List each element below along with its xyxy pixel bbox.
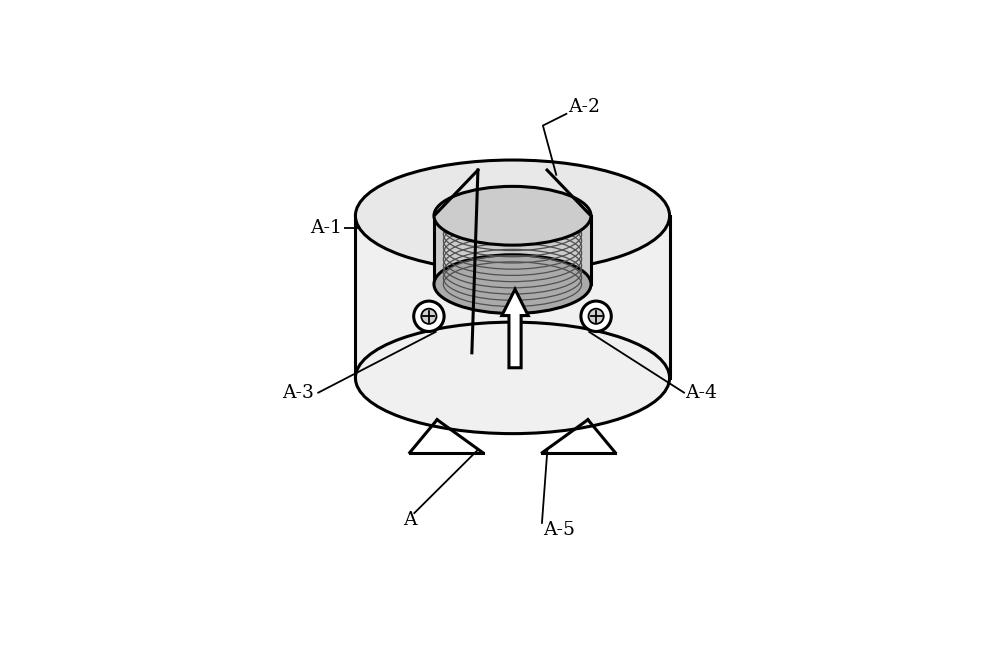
Polygon shape <box>434 216 591 284</box>
Ellipse shape <box>434 186 591 245</box>
Polygon shape <box>355 378 670 434</box>
Text: A-2: A-2 <box>568 98 600 116</box>
Circle shape <box>414 301 444 332</box>
Circle shape <box>421 309 437 324</box>
Polygon shape <box>502 290 528 368</box>
Ellipse shape <box>355 322 670 434</box>
Text: A-3: A-3 <box>282 384 314 402</box>
Polygon shape <box>355 160 670 272</box>
Circle shape <box>581 301 611 332</box>
Text: A-1: A-1 <box>310 219 342 238</box>
Text: A: A <box>404 511 417 529</box>
Circle shape <box>588 309 604 324</box>
Polygon shape <box>355 216 670 378</box>
Text: A-4: A-4 <box>685 384 717 402</box>
Ellipse shape <box>434 255 591 314</box>
Text: A-5: A-5 <box>543 521 575 539</box>
